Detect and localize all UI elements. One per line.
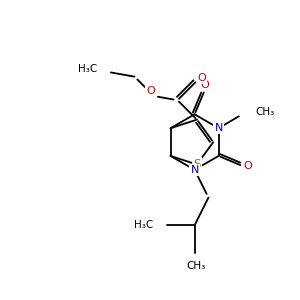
Text: CH₃: CH₃ [255, 107, 274, 117]
Text: S: S [193, 158, 201, 171]
Text: CH₃: CH₃ [186, 261, 205, 271]
Text: N: N [190, 165, 199, 175]
Text: H₃C: H₃C [78, 64, 97, 74]
Text: O: O [147, 86, 155, 96]
Text: H₃C: H₃C [134, 220, 153, 230]
Text: O: O [197, 73, 206, 83]
Text: N: N [214, 123, 223, 133]
Text: O: O [200, 80, 209, 90]
Text: O: O [244, 161, 253, 171]
